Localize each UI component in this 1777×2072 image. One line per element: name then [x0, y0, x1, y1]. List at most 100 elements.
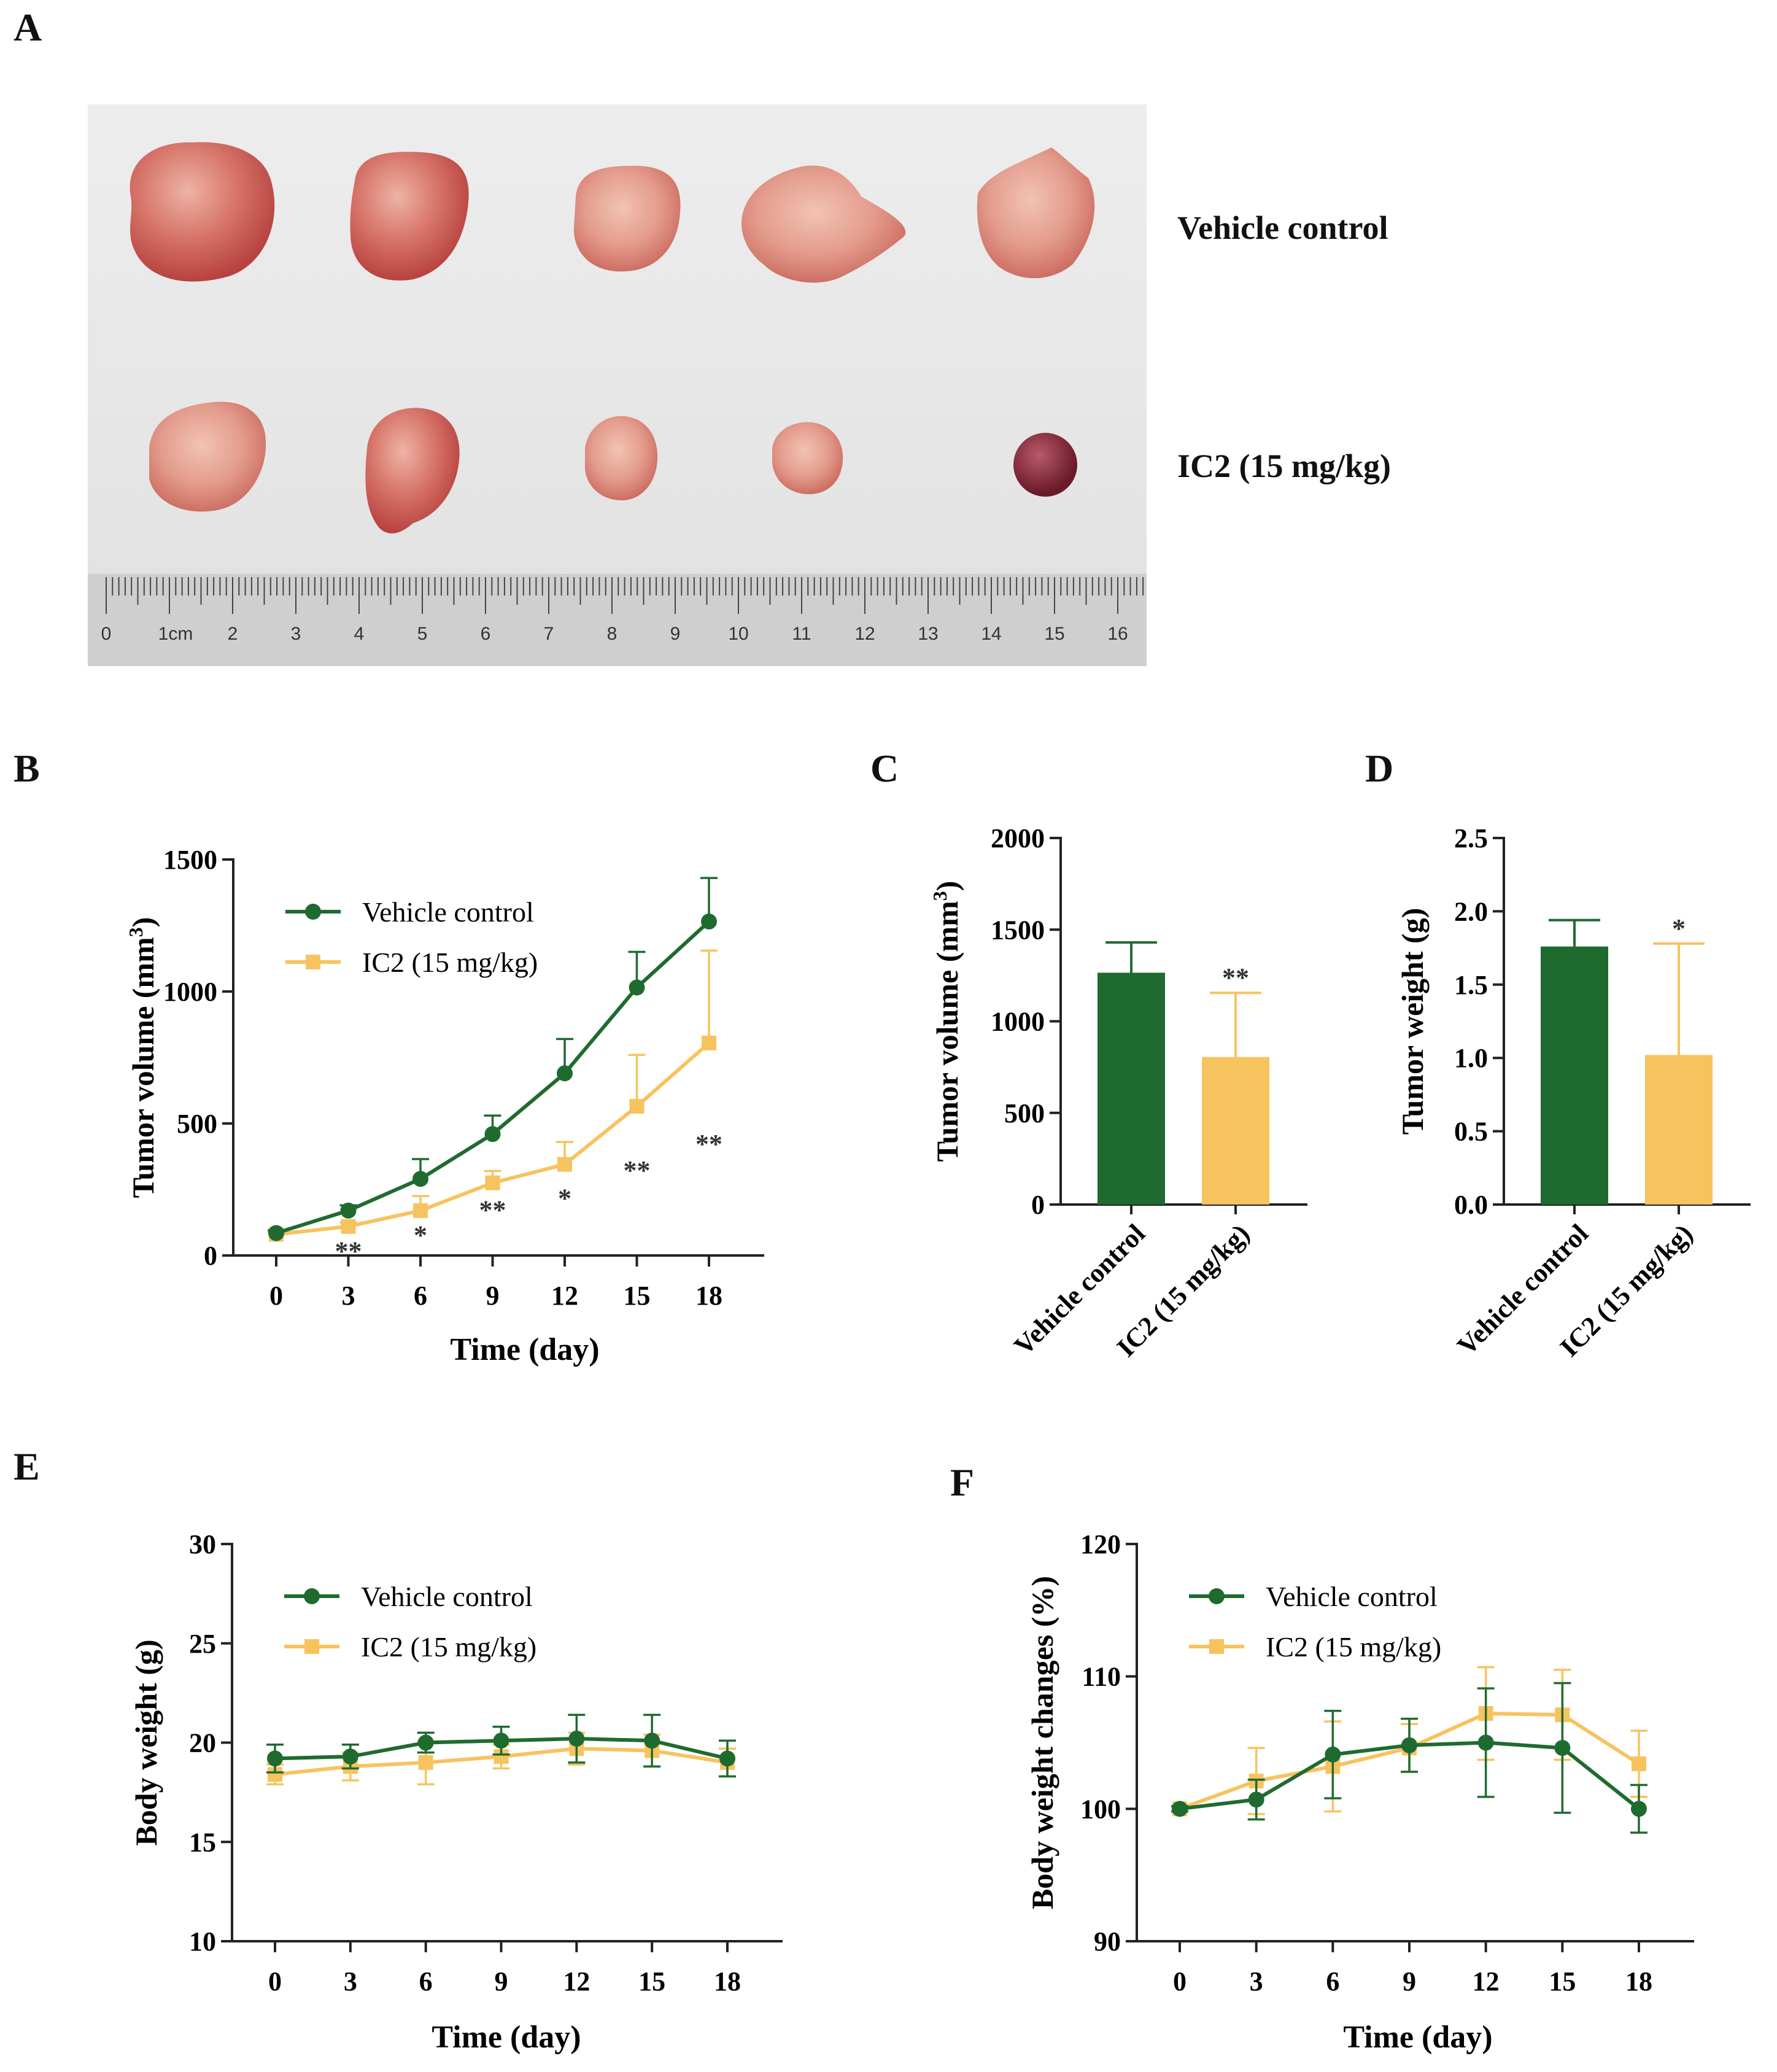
data-point [1554, 1740, 1571, 1756]
ruler-label: 16 [1107, 624, 1128, 644]
x-tick-label: 0 [269, 1281, 283, 1311]
ruler-label: 1cm [158, 624, 193, 644]
tumor-ic2-1 [149, 402, 266, 512]
tumor-vehicle-5 [977, 147, 1095, 279]
y-tick-label: 90 [1094, 1926, 1121, 1957]
legend-marker [304, 1639, 319, 1654]
data-point [484, 1126, 501, 1143]
data-point [341, 1219, 356, 1234]
legend-label: Vehicle control [1266, 1581, 1438, 1612]
panel-letter-e: E [14, 1445, 40, 1488]
y-tick-label: 0 [1031, 1190, 1045, 1220]
data-point [267, 1750, 283, 1767]
y-axis-label: Body weight changes (%) [1025, 1576, 1059, 1909]
y-tick-label: 1500 [991, 915, 1045, 945]
series-vehicle [268, 877, 718, 1241]
x-tick-label: 9 [1403, 1966, 1416, 1996]
series-vehicle [1171, 1682, 1647, 1834]
y-tick-label: 2.0 [1454, 896, 1488, 926]
data-point [342, 1748, 358, 1765]
y-tick-label: 120 [1080, 1529, 1121, 1559]
data-point [1632, 1756, 1646, 1772]
data-point [413, 1203, 428, 1218]
legend-marker [1209, 1639, 1224, 1654]
y-tick-label: 0 [204, 1241, 217, 1271]
ruler-label: 12 [854, 624, 875, 644]
legend-marker [304, 1588, 320, 1604]
tumor-vehicle-4 [741, 165, 906, 283]
y-tick-label: 25 [189, 1629, 216, 1659]
data-point [268, 1225, 284, 1241]
x-tick-label: 12 [551, 1281, 578, 1311]
ruler-label: 3 [291, 624, 301, 644]
x-tick-label: 12 [563, 1966, 590, 1996]
y-tick-label: 100 [1080, 1794, 1121, 1824]
data-point [485, 1175, 500, 1190]
significance-mark: ** [624, 1155, 651, 1185]
y-tick-label: 0.0 [1454, 1190, 1488, 1220]
x-tick-label: 9 [495, 1966, 508, 1996]
data-point [1172, 1801, 1188, 1817]
x-tick-label: 3 [1250, 1966, 1263, 1996]
chart-f: 90 100 110 120 0 3 6 9 12 15 18 Time (day) Body weig… [1025, 1529, 1694, 2055]
significance-mark: * [414, 1220, 427, 1250]
x-tick-label: 12 [1473, 1966, 1500, 1996]
significance-mark: * [1672, 914, 1686, 944]
x-tick-label: 15 [638, 1966, 665, 1996]
ruler-label: 5 [417, 624, 428, 644]
legend-label: IC2 (15 mg/kg) [362, 947, 538, 978]
legend-marker [306, 955, 320, 969]
tumor-vehicle-1 [130, 142, 275, 282]
panel-letter-f: F [950, 1461, 975, 1504]
significance-mark: ** [1222, 963, 1249, 993]
data-point [412, 1171, 428, 1187]
y-axis-label: Tumor volume (mm3) [929, 881, 964, 1162]
data-point [557, 1157, 572, 1172]
y-tick-label: 0.5 [1454, 1117, 1488, 1147]
x-axis-label: Time (day) [432, 2020, 581, 2055]
significance-mark: ** [335, 1236, 362, 1266]
data-point [417, 1734, 434, 1751]
ruler-label: 15 [1044, 624, 1064, 644]
ruler-label: 13 [918, 624, 938, 644]
bar [1645, 1055, 1713, 1205]
y-tick-label: 1000 [163, 977, 217, 1007]
x-tick-label: 15 [1549, 1966, 1576, 1996]
ruler-label: 7 [544, 624, 554, 644]
ruler-label: 4 [354, 624, 365, 644]
y-tick-label: 2000 [991, 823, 1045, 853]
significance-mark: * [558, 1183, 571, 1213]
data-point [629, 1099, 645, 1114]
y-axis-label: Tumor volume (mm3) [125, 917, 160, 1198]
tumor-ic2-4 [772, 422, 843, 494]
ruler-label: 6 [481, 624, 491, 644]
x-tick-label: 0 [1173, 1966, 1187, 1996]
data-point [1325, 1746, 1341, 1763]
data-point [719, 1750, 735, 1767]
ruler-ticks [106, 577, 1144, 614]
ruler-labels: 0 1cm 2 3 4 5 6 7 8 9 10 11 12 13 14 15 16 [101, 624, 1128, 644]
panel-letter-c: C [870, 747, 899, 790]
tumor-vehicle-3 [573, 166, 681, 272]
tumor-ic2-2 [365, 408, 460, 534]
data-point [644, 1732, 660, 1749]
tumor-ic2-5 [1013, 433, 1077, 497]
data-point [1248, 1791, 1264, 1808]
x-tick-label: 9 [486, 1281, 500, 1311]
data-point [568, 1731, 585, 1747]
x-tick-label: 18 [1625, 1966, 1652, 1996]
y-tick-label: 500 [177, 1109, 217, 1139]
y-axis-label: Body weight (g) [129, 1639, 163, 1845]
x-tick-label: 0 [268, 1966, 282, 1996]
y-axis-label: Tumor weight (g) [1395, 908, 1430, 1135]
data-point [340, 1202, 357, 1219]
legend-marker [1209, 1588, 1225, 1604]
y-tick-label: 2.5 [1454, 823, 1488, 853]
bar [1202, 1057, 1269, 1205]
data-point [1477, 1734, 1494, 1751]
ruler-label: 0 [101, 624, 112, 644]
ruler-label: 14 [981, 624, 1001, 644]
panel-letter-b: B [14, 747, 40, 790]
bar [1098, 972, 1165, 1205]
